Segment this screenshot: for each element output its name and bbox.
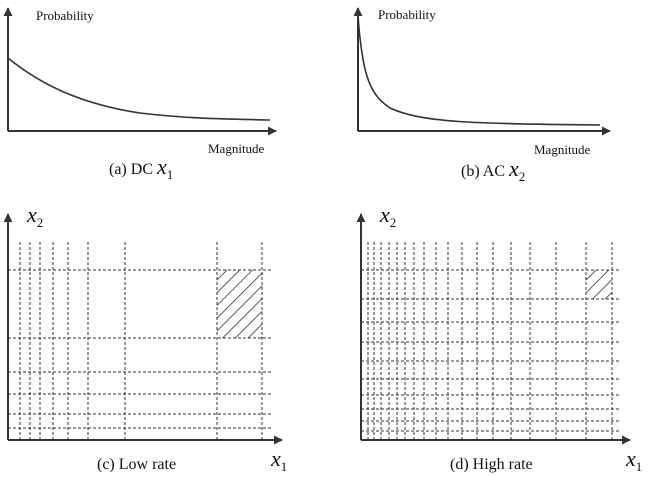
- panel-d-x-var: x: [625, 446, 636, 471]
- panel-d-quantization-grid: [361, 242, 620, 440]
- panel-c-x-var: x: [270, 446, 281, 471]
- panel-c-caption: (c) Low rate: [97, 456, 176, 473]
- panel-c-y-axis-label: x2: [26, 202, 43, 230]
- panel-b-caption-sub: 2: [519, 169, 526, 184]
- panel-b-ac-distribution-curve: [357, 15, 601, 126]
- panel-b-caption-text: (b) AC: [461, 163, 509, 180]
- panel-c-y-sub: 2: [37, 215, 44, 230]
- panel-a-caption: (a) DC x1: [109, 154, 173, 182]
- panel-d-caption: (d) High rate: [450, 456, 533, 473]
- panel-c-x-axis-label: x1: [270, 446, 287, 474]
- panel-d-y-sub: 2: [390, 215, 397, 230]
- panel-b: Probability Magnitude (b) AC x2: [353, 7, 611, 184]
- panel-a-x-label: Magnitude: [208, 141, 265, 156]
- panel-a-caption-var: x: [156, 154, 167, 179]
- panel-d-hatched-cell: [586, 270, 612, 299]
- panel-d: x2 x1 (d) High rate: [356, 202, 642, 474]
- panel-b-caption-var: x: [508, 156, 519, 181]
- panel-d-y-var: x: [379, 202, 390, 227]
- panel-c: x2 x1 (c) Low rate: [3, 202, 287, 474]
- panel-b-y-label: Probability: [378, 7, 436, 22]
- panel-a-dc-distribution-curve: [7, 57, 271, 121]
- panel-a: Probability Magnitude (a) DC x1: [3, 7, 277, 182]
- panel-c-x-sub: 1: [281, 459, 288, 474]
- panel-c-quantization-grid: [8, 242, 272, 440]
- panel-c-y-var: x: [26, 202, 37, 227]
- panel-a-caption-sub: 1: [167, 167, 174, 182]
- panel-a-y-label: Probability: [36, 8, 94, 23]
- panel-a-caption-text: (a) DC: [109, 161, 157, 178]
- panel-b-x-label: Magnitude: [534, 142, 591, 157]
- panel-d-y-axis-label: x2: [379, 202, 396, 230]
- panel-d-x-sub: 1: [636, 459, 643, 474]
- panel-b-caption: (b) AC x2: [461, 156, 525, 184]
- panel-c-hatched-cell: [217, 270, 262, 338]
- panel-d-x-axis-label: x1: [625, 446, 642, 474]
